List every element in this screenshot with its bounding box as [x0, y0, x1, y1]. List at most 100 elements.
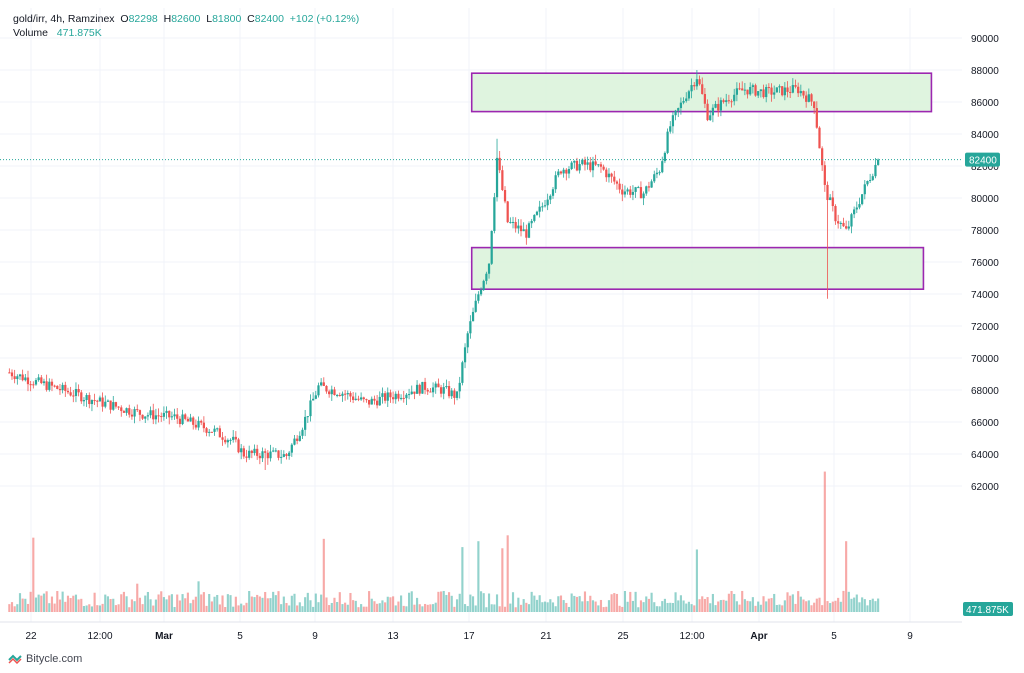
volume-bar [733, 593, 736, 612]
volume-bar [389, 597, 392, 612]
low-label: L [206, 13, 213, 25]
volume-bar [661, 601, 664, 612]
volume-bar [469, 594, 472, 612]
volume-bar [117, 604, 120, 612]
candle-body [80, 392, 83, 402]
price-tick-label: 66000 [971, 418, 999, 429]
time-tick-label: 9 [312, 631, 318, 642]
volume-bar [514, 607, 517, 612]
time-axis[interactable]: 22 12:00 Mar 5 9 13 17 21 25 12:00 Apr 5 9 [0, 621, 962, 642]
candle-body [237, 439, 240, 453]
last-volume-label: 471.875K [966, 605, 1009, 616]
candle-body [877, 159, 880, 165]
volume-bar [72, 595, 75, 612]
candle-body [589, 162, 592, 171]
candle-body [535, 211, 539, 215]
volume-bar [74, 594, 78, 612]
volume-bar [381, 600, 384, 612]
volume-bar [418, 604, 421, 612]
volume-bar [877, 598, 880, 612]
open-value: 82298 [128, 13, 158, 25]
candle-body [258, 455, 261, 459]
volume-bar [583, 591, 587, 612]
volume-bar [762, 596, 765, 612]
volume-bar [122, 591, 125, 612]
candle-body [797, 86, 800, 94]
candle-body [447, 386, 451, 397]
candle-body [487, 263, 491, 274]
candle-body [527, 223, 531, 238]
candle-body [16, 376, 19, 380]
candle-body [450, 390, 453, 397]
candle-body [338, 394, 341, 396]
volume-bar [434, 602, 437, 612]
price-axis[interactable]: 62000 64000 66000 68000 70000 72000 74000 76000… [963, 34, 1013, 616]
candle-body [181, 414, 184, 425]
candle-body [296, 438, 299, 441]
candle-body [845, 226, 848, 229]
candle-body [421, 381, 424, 394]
candle-body [434, 383, 437, 388]
candle-body [418, 384, 421, 394]
candle-body [210, 431, 213, 433]
candle-body [594, 161, 597, 165]
candle-body [399, 397, 403, 399]
candle-body [741, 88, 744, 91]
volume-bar [485, 607, 488, 612]
volume-bar [320, 594, 323, 612]
candle-body [221, 437, 224, 440]
volume-bar [450, 595, 453, 612]
volume-bar [490, 604, 493, 612]
last-price-tag [965, 152, 1000, 167]
candle-body [439, 387, 443, 394]
volume-bar [264, 591, 267, 612]
volume-bar [384, 602, 387, 612]
brand-watermark[interactable]: Bitycle.com [8, 653, 82, 665]
volume-bar [506, 535, 509, 612]
volume-bar [341, 604, 344, 612]
candle-body [282, 454, 285, 457]
volume-bar [826, 601, 829, 612]
volume-bar [128, 607, 131, 612]
volume-bar [290, 595, 293, 612]
volume-bar [333, 597, 336, 612]
volume-bar [357, 607, 360, 612]
volume-bar [88, 604, 91, 612]
candle-body [586, 162, 589, 165]
candle-body [869, 179, 872, 182]
candle-body [314, 395, 317, 399]
volume-bar [855, 594, 858, 612]
volume-bar [109, 599, 112, 612]
volume-bar [461, 547, 464, 612]
volume-bar [863, 599, 866, 612]
volume-bar [386, 596, 389, 612]
volume-bar [229, 595, 232, 612]
candle-body [34, 380, 38, 385]
candle-body [24, 377, 27, 381]
volume-bar [133, 601, 136, 612]
candle-body [554, 175, 557, 190]
volume-bar [831, 601, 834, 612]
volume-bar [349, 592, 352, 612]
volume-bar [360, 604, 363, 612]
volume-bar [717, 601, 720, 612]
volume-bar [845, 541, 848, 612]
candle-body [597, 164, 600, 166]
volume-bar [498, 606, 501, 612]
candle-body [216, 428, 219, 430]
volume-bar [296, 605, 299, 612]
candle-body [866, 181, 869, 185]
candle-body [381, 393, 384, 397]
volume-bar [144, 595, 147, 612]
volume-bar [309, 600, 312, 612]
candle-body [389, 392, 392, 398]
volume-bar [746, 600, 749, 612]
candle-body [813, 101, 816, 109]
candle-body [570, 162, 573, 170]
volume-bar [466, 606, 469, 612]
volume-bar [77, 599, 80, 612]
candle-body [101, 397, 104, 407]
volume-bar [34, 597, 38, 612]
candle-body [842, 222, 845, 227]
